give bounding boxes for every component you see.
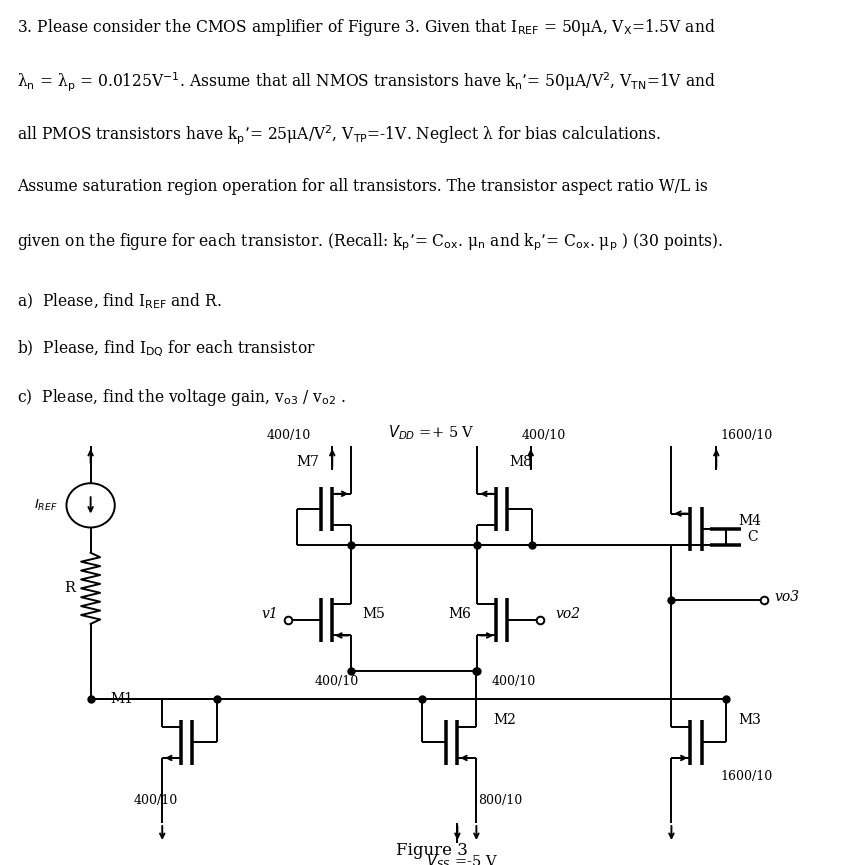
Text: 3. Please consider the CMOS amplifier of Figure 3. Given that I$_{\mathrm{REF}}$: 3. Please consider the CMOS amplifier of… [17,16,715,37]
Text: given on the figure for each transistor. (Recall: k$_\mathrm{p}$’= C$_\mathrm{ox: given on the figure for each transistor.… [17,232,723,253]
Text: 800/10: 800/10 [478,794,523,807]
Text: 400/10: 400/10 [267,429,312,442]
Text: $V_{SS}$ =-5 V: $V_{SS}$ =-5 V [425,852,498,865]
Text: M2: M2 [494,714,517,727]
Text: 1600/10: 1600/10 [721,429,772,442]
Text: Figure 3: Figure 3 [395,842,468,859]
Text: vo3: vo3 [774,590,799,604]
Text: vo2: vo2 [556,606,581,621]
Text: M5: M5 [362,606,386,621]
Text: v1: v1 [261,606,278,621]
Text: 1600/10: 1600/10 [721,770,772,783]
Text: 400/10: 400/10 [314,676,359,689]
Text: M6: M6 [449,606,472,621]
Text: M3: M3 [738,714,761,727]
Text: b)  Please, find I$_{\mathrm{DQ}}$ for each transistor: b) Please, find I$_{\mathrm{DQ}}$ for ea… [17,339,316,359]
Text: 400/10: 400/10 [491,676,536,689]
Text: 400/10: 400/10 [133,794,178,807]
Text: C: C [747,530,758,544]
Text: R: R [64,581,75,595]
Text: 400/10: 400/10 [521,429,566,442]
Text: M8: M8 [509,455,532,469]
Text: Assume saturation region operation for all transistors. The transistor aspect ra: Assume saturation region operation for a… [17,177,708,195]
Text: M1: M1 [110,692,134,706]
Text: all PMOS transistors have k$_\mathrm{p}$’= 25μA/V$^2$, V$_\mathrm{TP}$=-1V. Negl: all PMOS transistors have k$_\mathrm{p}$… [17,124,662,147]
Text: $V_{DD}$ =+ 5 V: $V_{DD}$ =+ 5 V [388,424,475,442]
Text: a)  Please, find I$_{\mathrm{REF}}$ and R.: a) Please, find I$_{\mathrm{REF}}$ and R… [17,292,223,311]
Text: λ$_\mathrm{n}$ = λ$_\mathrm{p}$ = 0.0125V$^{-1}$. Assume that all NMOS transisto: λ$_\mathrm{n}$ = λ$_\mathrm{p}$ = 0.0125… [17,70,716,93]
Text: M4: M4 [738,514,761,529]
Text: M7: M7 [296,455,319,469]
Text: c)  Please, find the voltage gain, v$_{\mathrm{o3}}$ / v$_{\mathrm{o2}}$ .: c) Please, find the voltage gain, v$_{\m… [17,387,346,407]
Text: $I_{REF}$: $I_{REF}$ [35,497,58,513]
